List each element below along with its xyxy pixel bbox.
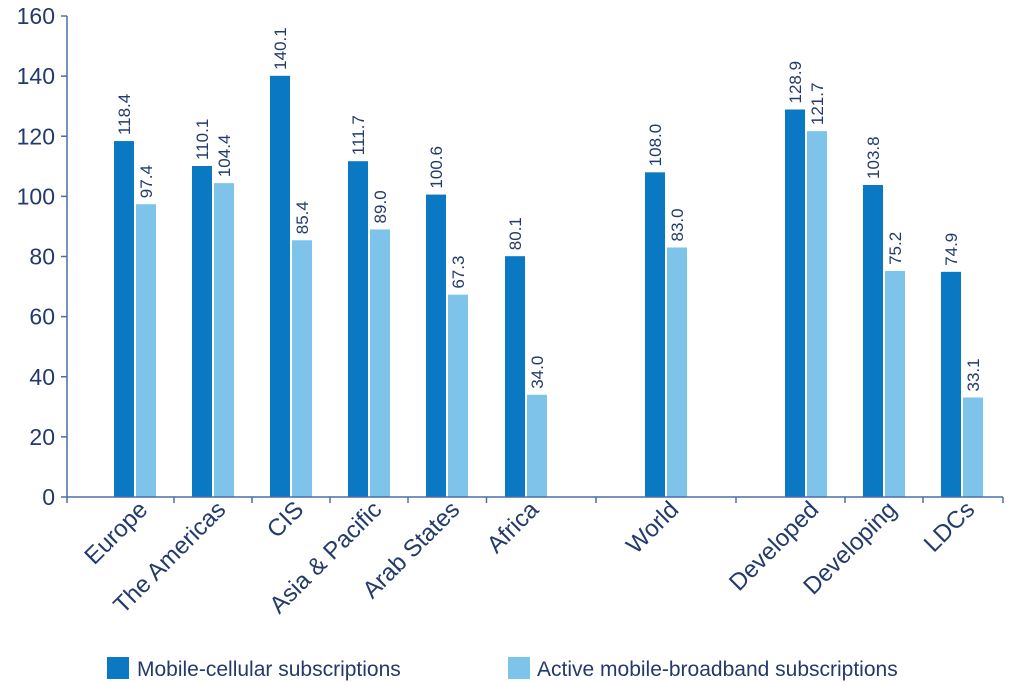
- y-tick-label: 80: [29, 244, 55, 270]
- bar-mobile-cellular: [192, 166, 212, 497]
- bar-mobile-broadband: [667, 247, 687, 497]
- y-tick-label: 60: [29, 304, 55, 330]
- y-tick-label: 140: [17, 63, 55, 89]
- x-category-label: Europe: [79, 496, 153, 570]
- data-label: 75.2: [886, 232, 905, 265]
- x-category-label: Africa: [482, 496, 545, 559]
- bar-mobile-broadband: [370, 229, 390, 497]
- bar-mobile-broadband: [214, 183, 234, 497]
- bar-mobile-broadband: [527, 394, 547, 497]
- data-label: 118.4: [115, 94, 134, 135]
- y-tick-label: 20: [29, 424, 55, 450]
- bar-mobile-cellular: [785, 109, 805, 497]
- data-label: 89.0: [371, 190, 390, 223]
- bar-mobile-cellular: [426, 194, 446, 498]
- bar-mobile-cellular: [863, 184, 883, 498]
- bar-mobile-cellular: [645, 172, 665, 497]
- bar-mobile-cellular: [114, 141, 134, 497]
- data-label: 83.0: [668, 208, 687, 241]
- bar-mobile-cellular: [505, 256, 525, 497]
- bar-mobile-broadband: [292, 240, 312, 498]
- y-tick-label: 120: [17, 123, 55, 149]
- bar-mobile-broadband: [807, 131, 827, 497]
- legend-swatch: [107, 657, 129, 679]
- bar-mobile-broadband: [136, 204, 156, 497]
- data-label: 128.9: [786, 61, 805, 104]
- y-tick-label: 40: [29, 364, 55, 390]
- data-label: 110.1: [193, 119, 212, 160]
- data-label: 100.6: [427, 146, 446, 189]
- axes-layer: [61, 15, 1004, 503]
- data-label: 97.4: [137, 165, 156, 198]
- bars-layer: [114, 75, 983, 498]
- data-label: 80.1: [506, 217, 525, 250]
- x-category-label: CIS: [262, 496, 309, 543]
- legend-label: Active mobile-broadband subscriptions: [537, 658, 898, 681]
- legend-swatch: [508, 657, 530, 679]
- data-label: 67.3: [449, 256, 468, 289]
- data-label: 34.0: [528, 356, 547, 389]
- bar-mobile-broadband: [963, 397, 983, 497]
- data-label: 103.8: [864, 136, 883, 179]
- legend: Mobile-cellular subscriptions Active mobi…: [107, 657, 898, 681]
- y-tick-label: 160: [17, 3, 55, 29]
- data-label: 85.4: [293, 201, 312, 234]
- data-label: 111.7: [349, 115, 368, 155]
- y-tick-label: 100: [17, 183, 55, 209]
- data-label: 33.1: [964, 358, 983, 391]
- data-label: 121.7: [808, 83, 827, 126]
- x-category-label: World: [621, 496, 684, 559]
- data-label: 74.9: [942, 233, 961, 266]
- y-tick-labels: 0 20 40 60 80 100 120 140 160: [17, 3, 55, 510]
- bar-mobile-cellular: [941, 271, 961, 497]
- bar-mobile-broadband: [448, 294, 468, 497]
- bar-mobile-broadband: [885, 270, 905, 497]
- x-category-label: LDCs: [919, 496, 981, 558]
- bar-mobile-cellular: [270, 75, 290, 497]
- bar-mobile-cellular: [348, 161, 368, 497]
- data-label: 140.1: [271, 27, 290, 70]
- data-labels-layer: 118.4110.1140.1111.7100.680.1108.0128.91…: [115, 27, 983, 391]
- legend-label: Mobile-cellular subscriptions: [137, 658, 401, 681]
- data-label: 108.0: [646, 124, 665, 167]
- data-label: 104.4: [215, 135, 234, 178]
- y-tick-label: 0: [42, 484, 55, 510]
